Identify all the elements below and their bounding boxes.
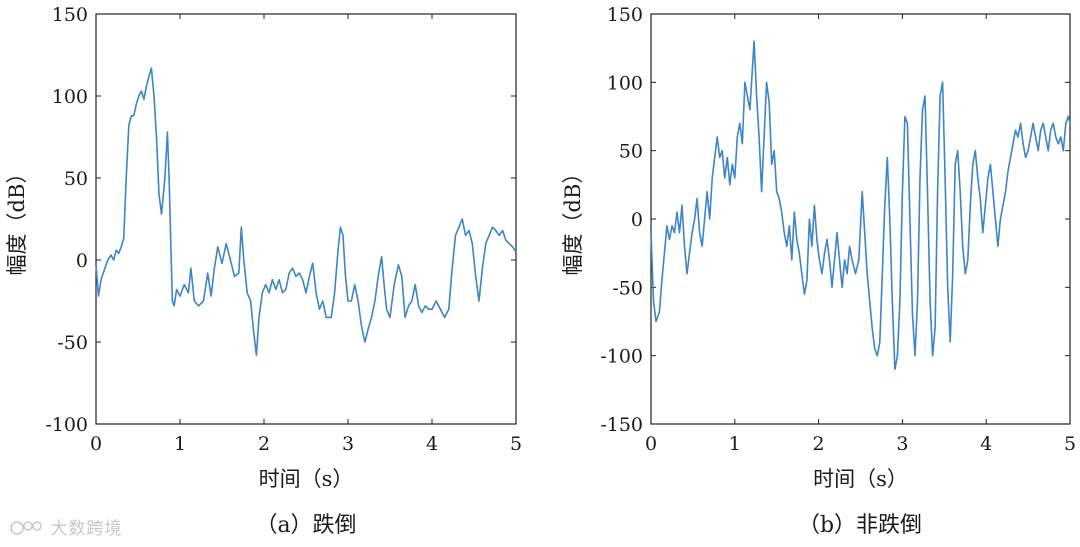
- x-tick-label: 4: [426, 433, 438, 455]
- chart-caption: （b）非跌倒: [798, 513, 922, 538]
- x-tick-label: 2: [258, 433, 270, 455]
- x-tick-label: 5: [510, 433, 522, 455]
- y-axis-label: 幅度（dB）: [5, 163, 29, 276]
- watermark-logo-icon: [10, 521, 42, 535]
- y-tick-label: -150: [600, 414, 643, 436]
- x-tick-label: 5: [1064, 433, 1076, 455]
- x-tick-label: 0: [90, 433, 102, 455]
- y-tick-label: -100: [600, 346, 643, 368]
- x-tick-label: 0: [645, 433, 657, 455]
- x-tick-label: 1: [174, 433, 186, 455]
- chart-fall: 0 1 2 3 4 5 -100 -50 0 50 100 150 时间（s） 幅度（dB） （a）跌倒: [5, 4, 522, 538]
- y-tick-label: 150: [607, 4, 643, 26]
- y-tick-label: 0: [631, 209, 643, 231]
- x-axis-label: 时间（s）: [813, 467, 908, 491]
- y-tick-label: 100: [52, 86, 88, 108]
- y-tick-label: -100: [45, 414, 88, 436]
- watermark: 大数跨境: [10, 514, 122, 539]
- y-tick-label: 50: [619, 141, 643, 163]
- x-axis-label: 时间（s）: [259, 467, 354, 491]
- x-tick-label: 3: [896, 433, 908, 455]
- series-line: [650, 40, 1071, 371]
- x-tick-label: 4: [980, 433, 992, 455]
- chart-non-fall: 0 1 2 3 4 5 -150 -100 -50 0 50 100 150 时间（s） 幅度（dB） （b）…: [561, 4, 1076, 538]
- y-tick-label: 0: [76, 250, 88, 272]
- x-tick-label: 3: [342, 433, 354, 455]
- x-tick-label: 2: [813, 433, 825, 455]
- y-tick-label: -50: [57, 332, 88, 354]
- chart-caption: （a）跌倒: [255, 513, 356, 538]
- y-tick-label: -50: [612, 277, 643, 299]
- plot-frame: [95, 13, 517, 425]
- y-tick-label: 50: [64, 168, 88, 190]
- y-tick-label: 150: [52, 4, 88, 26]
- series-line: [95, 67, 517, 356]
- y-axis-label: 幅度（dB）: [561, 163, 585, 276]
- y-tick-label: 100: [607, 72, 643, 94]
- watermark-text: 大数跨境: [50, 519, 123, 539]
- x-tick-label: 1: [729, 433, 741, 455]
